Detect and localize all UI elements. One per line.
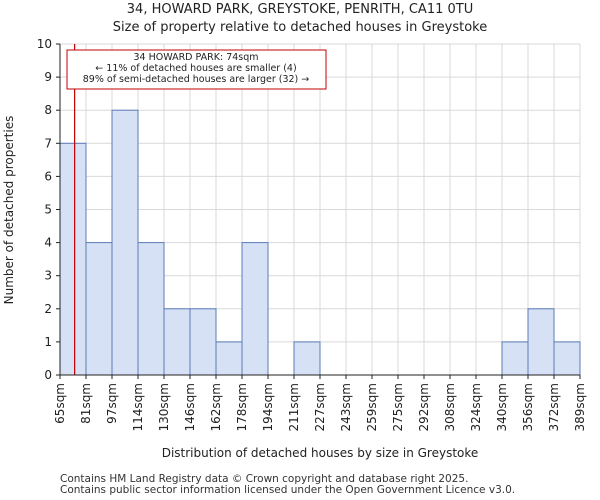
y-tick-labels: 0 1 2 3 4 5 6 7 8 9 10 [37, 37, 60, 382]
chart-subtitle: Size of property relative to detached ho… [112, 20, 488, 35]
x-tick-label: 146sqm [183, 383, 197, 431]
x-tick-label: 292sqm [417, 383, 431, 431]
annotation-box: 34 HOWARD PARK: 74sqm← 11% of detached h… [66, 49, 327, 90]
y-tick-label: 2 [44, 302, 52, 316]
x-tick-label: 65sqm [53, 383, 67, 424]
x-tick-label: 211sqm [287, 383, 301, 431]
bar-356sqm [527, 308, 555, 376]
chart-title: 34, HOWARD PARK, GREYSTOKE, PENRITH, CA1… [126, 2, 474, 17]
y-tick-label: 9 [44, 70, 52, 84]
y-tick-label: 6 [44, 169, 52, 183]
bar-178sqm [241, 242, 269, 376]
bar-114sqm [137, 242, 165, 376]
annotation-line2: ← 11% of detached houses are smaller (4) [95, 63, 296, 74]
x-tick-label: 130sqm [157, 383, 171, 431]
bar-340sqm [501, 341, 529, 376]
x-tick-label: 324sqm [469, 383, 483, 431]
x-axis-label: Distribution of detached houses by size … [162, 446, 479, 460]
y-tick-label: 5 [44, 203, 52, 217]
bar-97sqm [111, 109, 139, 376]
x-tick-label: 389sqm [573, 383, 587, 431]
y-tick-label: 10 [37, 37, 52, 51]
bar-81sqm [85, 242, 113, 376]
bar-211sqm [293, 341, 321, 376]
x-tick-label: 162sqm [209, 383, 223, 431]
y-tick-label: 0 [44, 368, 52, 382]
x-tick-label: 259sqm [365, 383, 379, 431]
y-axis-label: Number of detached properties [2, 116, 16, 305]
x-tick-label: 275sqm [391, 383, 405, 431]
annotation-frame [66, 49, 327, 90]
x-tick-label: 356sqm [521, 383, 535, 431]
x-tick-label: 372sqm [547, 383, 561, 431]
y-tick-label: 8 [44, 103, 52, 117]
x-tick-label: 97sqm [105, 383, 119, 424]
y-tick-label: 1 [44, 335, 52, 349]
x-tick-label: 243sqm [339, 383, 353, 431]
bar-162sqm [215, 341, 243, 376]
y-tick-label: 7 [44, 136, 52, 150]
y-tick-label: 3 [44, 269, 52, 283]
annotation-line3: 89% of semi-detached houses are larger (… [83, 74, 310, 85]
bar-130sqm [163, 308, 191, 376]
x-tick-label: 114sqm [131, 383, 145, 431]
x-tick-label: 178sqm [235, 383, 249, 431]
x-tick-label: 308sqm [443, 383, 457, 431]
bar-146sqm [189, 308, 217, 376]
x-tick-label: 194sqm [261, 383, 275, 431]
x-tick-label: 81sqm [79, 383, 93, 424]
bar-372sqm [553, 341, 581, 376]
footer-line-2: Contains public sector information licen… [60, 484, 516, 496]
annotation-line1: 34 HOWARD PARK: 74sqm [133, 52, 258, 63]
x-tick-label: 227sqm [313, 383, 327, 431]
y-tick-label: 4 [44, 236, 52, 250]
bars [59, 109, 581, 376]
x-tick-labels: 65sqm 81sqm 97sqm 114sqm 130sqm 146sqm 162sqm 1… [53, 375, 587, 431]
bar-65sqm [59, 142, 87, 376]
x-tick-label: 340sqm [495, 383, 509, 431]
footer-line-1: Contains HM Land Registry data © Crown c… [60, 473, 469, 485]
